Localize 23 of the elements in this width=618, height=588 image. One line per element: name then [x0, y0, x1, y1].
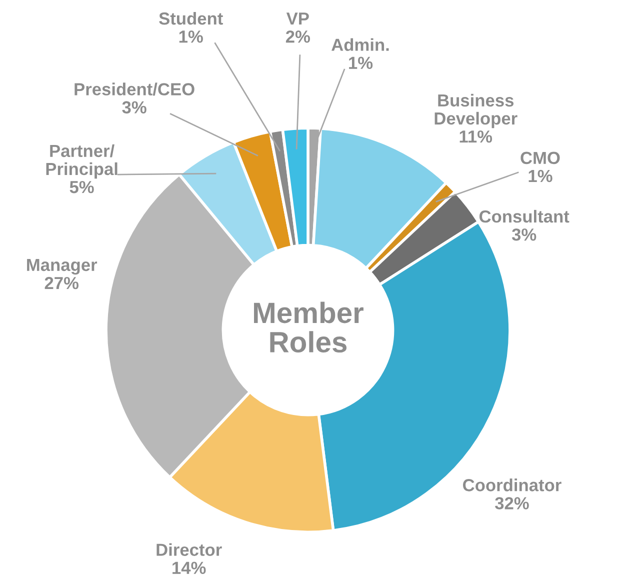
text: Member Roles	[254, 302, 364, 353]
slice-label: VP	[286, 12, 309, 25]
slice-label: Consultant	[479, 210, 570, 223]
slice-label: Director	[156, 543, 222, 556]
data-label: 11%	[460, 130, 492, 143]
data-label: 5%	[70, 180, 94, 194]
data-label: 14%	[172, 562, 206, 574]
data-label: 3%	[512, 228, 536, 241]
data-label: 1%	[528, 170, 552, 182]
slice-label: CMO	[520, 152, 560, 164]
slice-label: Student	[159, 12, 223, 25]
data-label: 2%	[286, 30, 310, 43]
data-label: 1%	[179, 30, 203, 43]
slice-label: Coordinator	[463, 478, 562, 492]
data-label: 3%	[122, 101, 146, 114]
data-label: 27%	[44, 276, 79, 290]
slice-label: Manager	[27, 258, 98, 275]
slice-label: Admin.	[332, 38, 389, 51]
slice-label: Business Developer	[434, 94, 518, 128]
slice-label: Partner/Principal	[46, 144, 118, 179]
data-label: 32%	[494, 497, 529, 510]
data-label: 1%	[349, 56, 373, 70]
slice-label: President/CEO	[74, 82, 194, 96]
